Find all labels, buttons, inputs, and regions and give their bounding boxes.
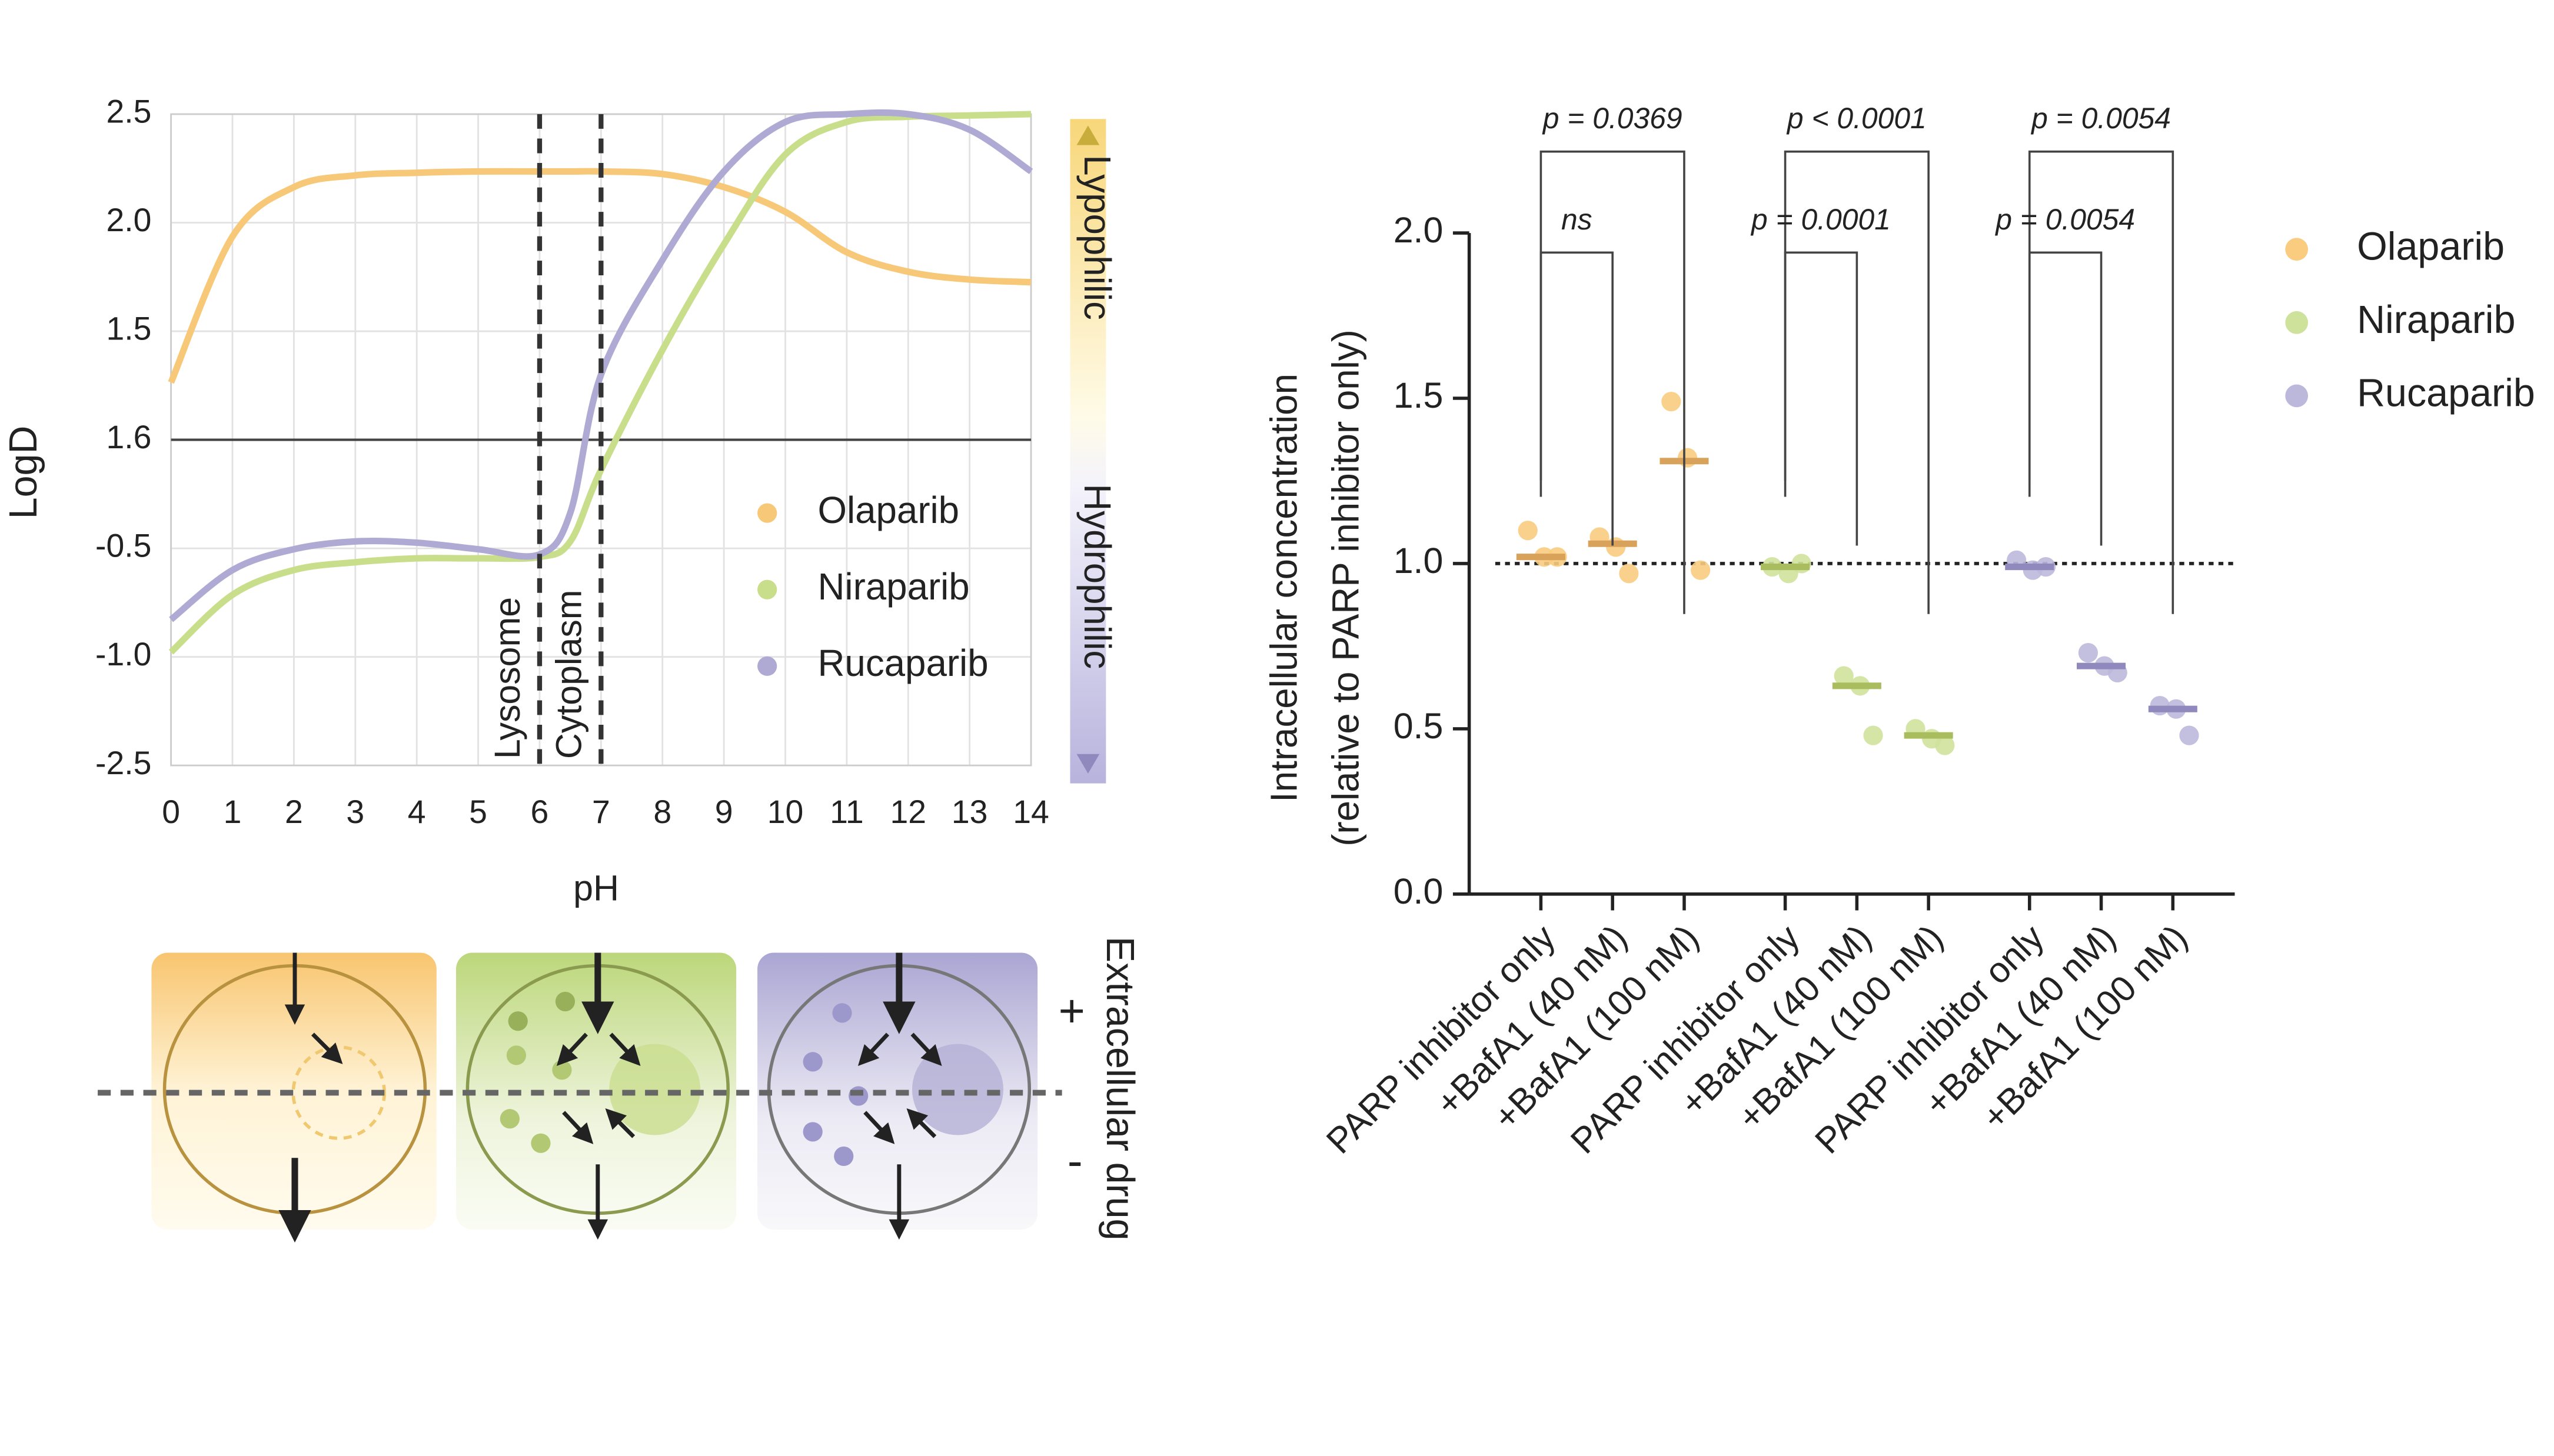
x-axis-label: pH [573,868,619,908]
p-value: p = 0.0001 [1750,203,1891,236]
side-gradient [1070,119,1106,784]
data-dot [1661,392,1681,412]
x-tick-label: 10 [767,794,804,830]
data-dot [1677,448,1698,468]
x-tick-label: 12 [890,794,926,830]
side-label: Hydrophilic [1076,484,1118,669]
line-series [169,109,1033,622]
side-arrow-up [1076,125,1100,145]
drug-dots [500,991,576,1153]
y-tick-label: 2.5 [106,94,151,130]
side-label: Lypophilic [1076,155,1118,320]
x-tick-label: 8 [653,794,671,830]
data-dot [1935,735,1955,755]
comparison-bracket [2028,251,2103,546]
y-tick-label: 0.0 [1394,871,1444,911]
y-tick-label: 1.0 [1394,541,1444,581]
y-tick-label: 1.5 [1394,375,1444,415]
lysosome [912,1044,1003,1135]
y-tick-label: -1.0 [95,636,151,672]
p-value: p = 0.0369 [1542,102,1682,135]
legend-marker [757,579,777,599]
data-dot [1691,560,1711,580]
data-dot [2078,643,2098,663]
p-value: ns [1561,203,1592,236]
cell-diagram: + - Extracellular drug [98,937,1142,1243]
y-tick-label: 2.0 [106,202,151,238]
legend-label: Olaparib [2357,225,2505,268]
side-arrow-down [1076,754,1100,774]
y-tick-label: 1.5 [106,311,151,347]
comparison-bracket [1784,251,1858,546]
legend-marker [757,656,777,676]
x-tick-label: 5 [469,794,487,830]
x-tick-label: 14 [1013,794,1049,830]
y-tick-label: -2.5 [95,745,151,781]
arrows [278,952,942,1243]
legend-marker [2285,238,2309,261]
y-tick-label: 1.6 [106,419,151,455]
legend-label: Rucaparib [2357,371,2535,415]
minus-sign: - [1068,1136,1083,1187]
y-axis-label: (relative to PARP inhibitor only) [1325,329,1367,847]
data-dot [2179,725,2199,745]
legend-label: Niraparib [2357,298,2515,342]
y-axis-label: Intracellular concentration [1263,374,1305,802]
data-dot [2150,695,2170,716]
line-series [168,168,1032,384]
vertical-marker-label: Lysosome [487,597,527,759]
diagram-label: Extracellular drug [1098,937,1142,1241]
x-tick-label: 2 [285,794,303,830]
p-value: p = 0.0054 [2030,102,2171,135]
x-tick-label: 7 [592,794,610,830]
x-tick-label: 3 [346,794,364,830]
lysosome [609,1044,701,1135]
x-tick-label: 9 [715,794,733,830]
plus-sign: + [1059,986,1085,1037]
vertical-marker-label: Cytoplasm [549,590,589,759]
data-dot [1834,666,1854,686]
legend-label: Rucaparib [817,642,988,684]
logd-chart: 0 1 2 3 4 5 6 7 8 9 10 11 12 13 142.52.01.51.6-0.5-1.0… [2,94,1118,908]
data-dot [1863,725,1883,745]
x-tick-label: 1 [224,794,242,830]
y-tick-label: 0.5 [1394,706,1444,746]
legend-marker [2285,311,2309,334]
olaparib-panel [151,952,437,1230]
legend-marker [757,503,777,523]
x-tick-label: 13 [952,794,988,830]
legend-label: Olaparib [817,489,959,531]
data-dot [1518,521,1538,541]
x-tick-label: 0 [162,794,180,830]
legend-label: Niraparib [817,566,969,608]
legend-marker [2285,384,2309,408]
x-tick-label: 11 [830,794,863,830]
data-dot [1791,554,1811,574]
y-tick-label: -0.5 [95,528,151,564]
x-tick-label: 6 [531,794,549,830]
data-dot [1619,564,1639,584]
x-tick-label: 4 [408,794,426,830]
data-dot [1606,537,1626,557]
y-axis-label: LogD [2,426,45,519]
y-tick-label: 2.0 [1394,210,1444,250]
comparison-bracket [1539,251,1614,546]
p-value: p = 0.0054 [1994,203,2135,236]
p-value: p < 0.0001 [1786,102,1927,135]
